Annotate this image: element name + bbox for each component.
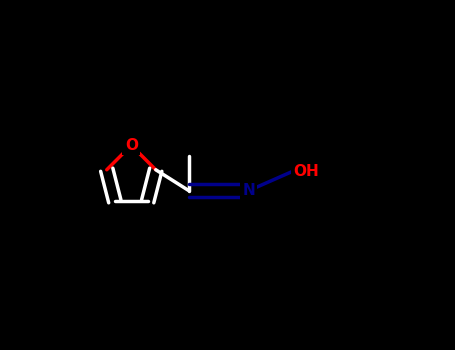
Text: OH: OH xyxy=(293,164,319,179)
Text: N: N xyxy=(242,183,255,198)
Text: O: O xyxy=(125,138,138,153)
